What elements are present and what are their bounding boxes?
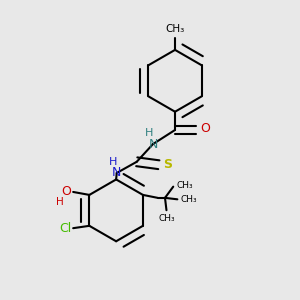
Text: CH₃: CH₃ bbox=[181, 195, 197, 204]
Text: O: O bbox=[200, 122, 210, 135]
Text: H: H bbox=[109, 157, 117, 167]
Text: CH₃: CH₃ bbox=[158, 214, 175, 223]
Text: H: H bbox=[145, 128, 154, 138]
Text: Cl: Cl bbox=[59, 222, 72, 235]
Text: CH₃: CH₃ bbox=[165, 24, 185, 34]
Text: S: S bbox=[163, 158, 172, 171]
Text: N: N bbox=[112, 167, 122, 179]
Text: N: N bbox=[148, 138, 158, 151]
Text: CH₃: CH₃ bbox=[177, 181, 194, 190]
Text: H: H bbox=[56, 197, 64, 207]
Text: O: O bbox=[61, 185, 71, 199]
